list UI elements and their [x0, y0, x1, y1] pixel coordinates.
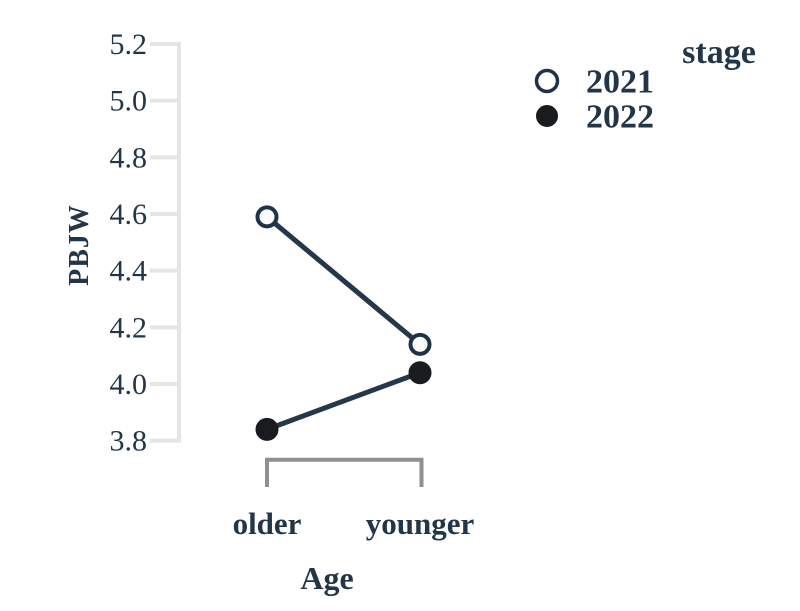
y-tick-label: 4.2: [110, 311, 148, 344]
y-tick-label: 4.4: [110, 255, 148, 288]
y-tick-label: 5.2: [110, 28, 148, 61]
y-axis: 5.2 5.0 4.8 4.6 4.4 4.2 4.0 3.8: [110, 28, 181, 458]
plot-series: [255, 205, 432, 441]
series-2021: [255, 205, 432, 356]
data-point-2021-younger: [408, 332, 432, 356]
y-tick-label: 3.8: [110, 425, 148, 458]
x-axis-bracket: [265, 457, 424, 487]
y-tick-label: 4.0: [110, 368, 148, 401]
series-line-2021: [264, 214, 423, 347]
x-axis-title: Age: [300, 560, 353, 596]
legend-entry-2021: 2021: [534, 64, 654, 101]
y-tick-label: 5.0: [110, 85, 148, 118]
x-category-label-older: older: [233, 506, 302, 541]
series-2022: [255, 361, 432, 441]
x-category-label-younger: younger: [366, 506, 475, 541]
legend-label-2021: 2021: [586, 64, 654, 101]
legend-title: stage: [682, 34, 756, 71]
y-tick-label: 4.6: [110, 198, 148, 231]
y-tick-label: 4.8: [110, 141, 148, 174]
data-point-2022-younger: [408, 361, 432, 385]
series-line-2022: [264, 370, 423, 432]
legend-marker-2022-filled-circle-icon: [536, 105, 558, 127]
legend-label-2022: 2022: [586, 99, 654, 136]
data-point-2021-older: [255, 205, 279, 229]
y-axis-title: PBJW: [64, 204, 95, 286]
legend-entry-2022: 2022: [536, 99, 654, 136]
data-point-2022-older: [255, 417, 279, 441]
x-categories: older younger: [233, 506, 475, 541]
legend-marker-2021-open-circle-icon: [534, 68, 560, 94]
